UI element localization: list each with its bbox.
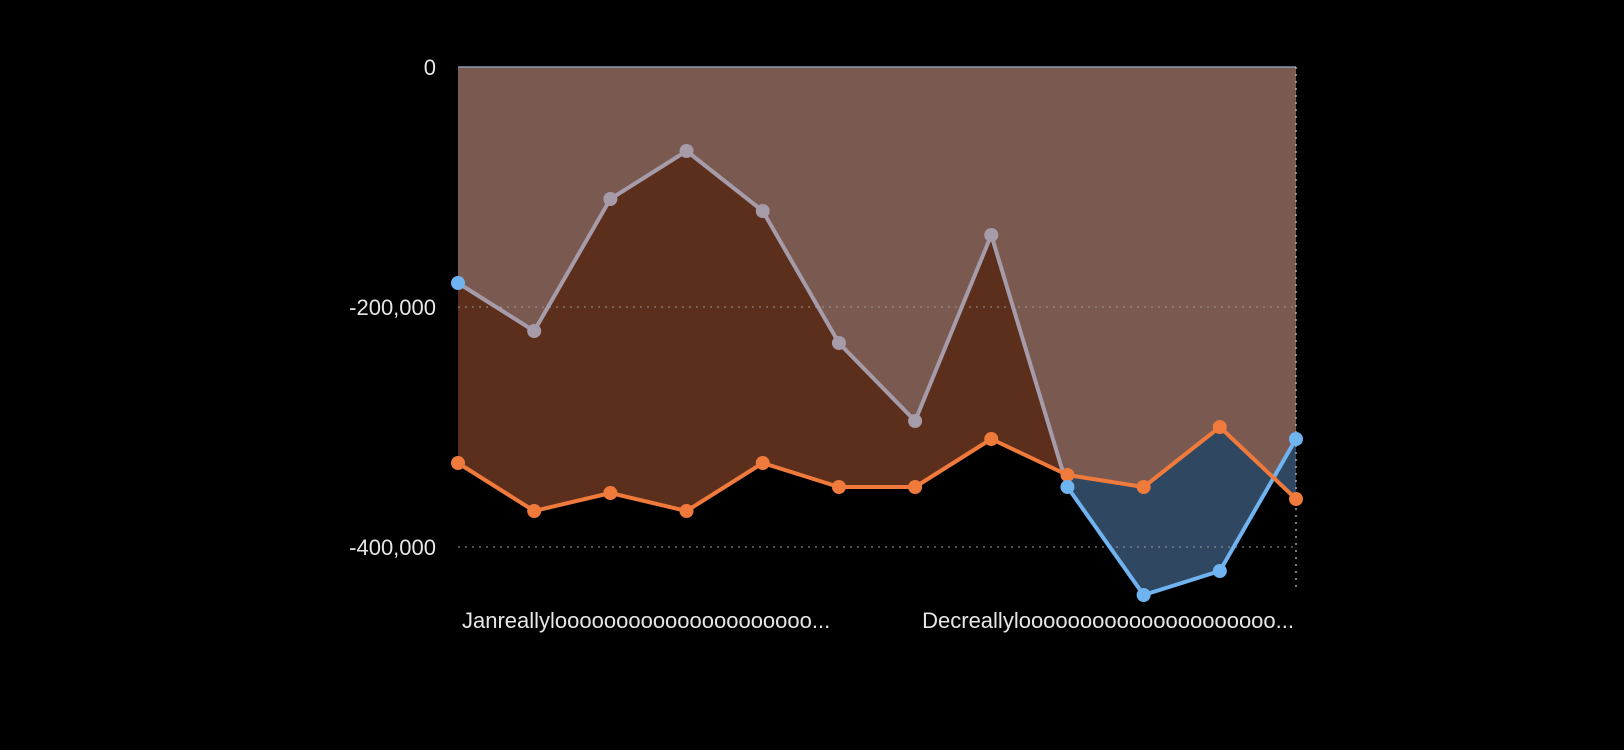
y-tick-label: -200,000 — [349, 295, 436, 320]
orange-series-line — [456, 425, 1298, 513]
gray-point — [908, 414, 923, 428]
area-fills — [458, 67, 1296, 595]
gray-point — [527, 324, 542, 338]
data-points — [451, 144, 1303, 602]
orange-point — [679, 504, 694, 518]
orange-point — [831, 480, 846, 494]
gray-point — [755, 204, 770, 218]
orange-point — [1060, 468, 1075, 482]
blue-point — [1136, 588, 1151, 602]
orange-point — [908, 480, 923, 494]
y-tick-label: 0 — [424, 55, 436, 80]
y-axis-ticks: 0 -200,000 -400,000 — [349, 55, 436, 560]
orange-point — [1136, 480, 1151, 494]
blue-point — [1212, 564, 1227, 578]
outer-area-fill — [458, 67, 1296, 595]
x-axis-ticks: Janreallylooooooooooooooooooooo... Decrea… — [462, 608, 1294, 633]
gray-point — [679, 144, 694, 158]
blue-point — [451, 276, 465, 290]
negative-area-fill — [1067, 427, 1296, 595]
blue-series-line — [1065, 437, 1298, 597]
orange-point — [451, 456, 465, 470]
blue-point — [1060, 480, 1075, 494]
orange-point — [1212, 420, 1227, 434]
orange-point — [1289, 492, 1303, 506]
orange-point — [527, 504, 542, 518]
gray-point — [603, 192, 618, 206]
orange-point — [755, 456, 770, 470]
gray-point — [831, 336, 846, 350]
x-tick-label: Janreallylooooooooooooooooooooo... — [462, 608, 830, 633]
x-tick-label: Decreallylooooooooooooooooooooo... — [922, 608, 1294, 633]
orange-point — [603, 486, 618, 500]
gray-point — [984, 228, 999, 242]
y-tick-label: -400,000 — [349, 535, 436, 560]
orange-point — [984, 432, 999, 446]
gridlines — [458, 66, 1297, 591]
blue-point — [1289, 432, 1303, 446]
